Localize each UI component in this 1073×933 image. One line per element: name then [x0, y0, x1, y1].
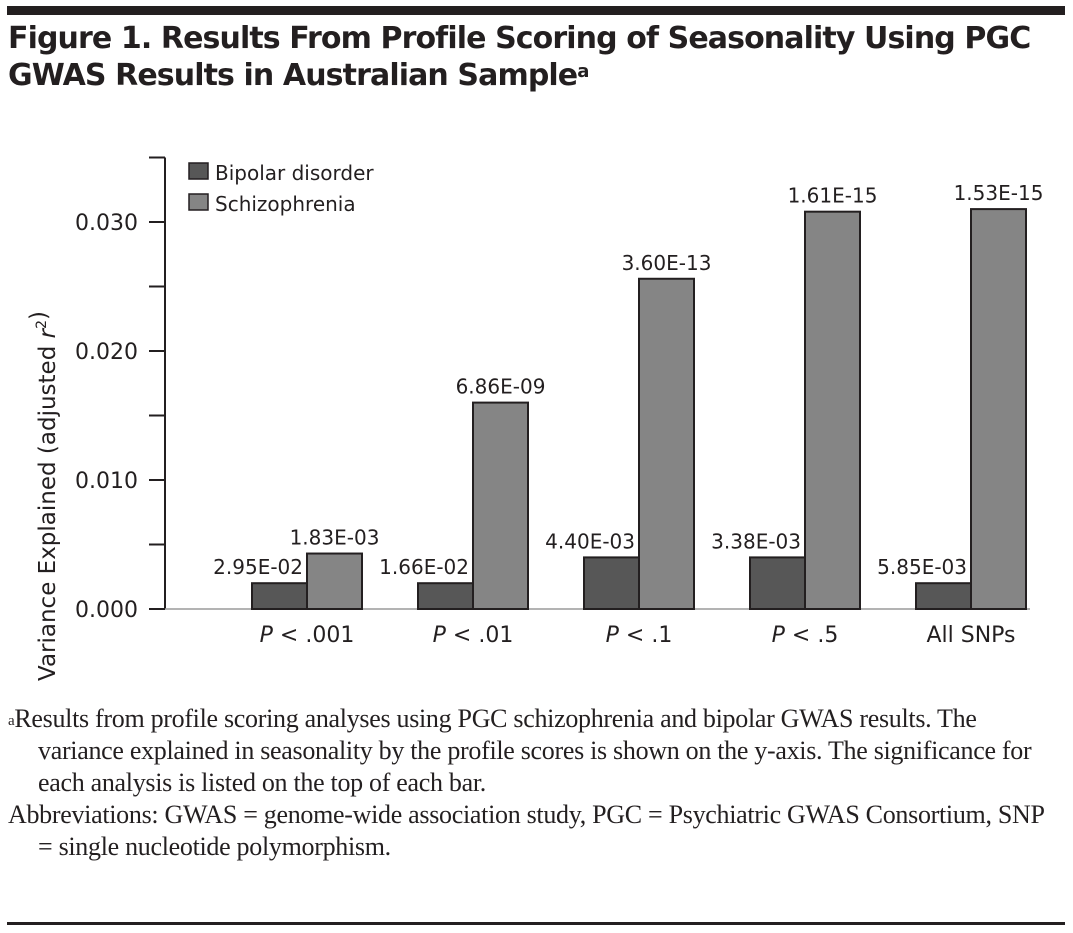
legend: Bipolar disorder Schizophrenia	[188, 161, 374, 216]
x-tick-label: P < .01	[433, 623, 514, 648]
y-axis-label: Variance Explained (adjusted r2)	[26, 311, 61, 681]
bar-schizophrenia	[970, 208, 1027, 610]
p-symbol: P	[606, 623, 620, 648]
bar-schizophrenia	[306, 552, 363, 610]
bar-labels: 2.95E-02 1.83E-03 1.66E-02 6.86E-09 4.40E-03…	[213, 181, 1043, 579]
legend-swatch-schizophrenia	[188, 193, 209, 211]
bottom-rule	[7, 922, 1065, 925]
footnote-marker: a	[8, 713, 15, 729]
y-label-close: )	[26, 311, 52, 320]
figure-footnotes: aResults from profile scoring analyses u…	[8, 703, 1058, 863]
bar-chart: 0.000 0.010 0.020 0.030 2.95E-02 1.83E-03 1.6…	[26, 156, 1043, 681]
y-tick-label: 0.000	[75, 598, 138, 623]
y-tick-label: 0.010	[75, 469, 138, 494]
figure-title-line-2-text: GWAS Results in Australian Sample	[8, 58, 578, 93]
footnote-abbreviations: Abbreviations: GWAS = genome-wide associ…	[8, 800, 1044, 861]
bar-bipolar	[251, 582, 308, 611]
x-tick-label-text: < .1	[619, 623, 672, 648]
bar-value-label-bipolar: 3.38E-03	[711, 529, 801, 553]
bar-bipolar	[583, 556, 640, 610]
x-tick-label: P < .5	[772, 623, 839, 648]
x-tick-labels: P < .001 P < .01 P < .1 P < .5 All SNPs	[260, 623, 1016, 648]
bars	[251, 208, 1027, 611]
p-symbol: P	[772, 623, 786, 648]
x-tick-label: P < .1	[606, 623, 673, 648]
x-tick-label: All SNPs	[926, 623, 1015, 648]
bar-value-label-bipolar: 1.66E-02	[379, 555, 469, 579]
x-tick-label-text: < .001	[273, 623, 354, 648]
p-symbol: P	[433, 623, 447, 648]
bar-schizophrenia	[638, 277, 695, 610]
figure-title-line-2: GWAS Results in Australian Samplea	[8, 57, 1068, 94]
bar-schizophrenia	[472, 401, 529, 610]
x-tick-label-text: < .01	[446, 623, 513, 648]
bar-bipolar	[417, 582, 474, 611]
legend-swatch-bipolar	[188, 162, 209, 180]
y-tick-label: 0.030	[75, 211, 138, 236]
x-tick-label-text: All SNPs	[926, 623, 1015, 648]
bar-schizophrenia	[804, 210, 861, 611]
bar-value-label-bipolar: 2.95E-02	[213, 555, 303, 579]
y-label-exponent: 2	[34, 320, 50, 329]
bar-value-label-schizophrenia: 6.86E-09	[456, 375, 546, 399]
bar-value-label-bipolar: 4.40E-03	[545, 529, 635, 553]
bar-value-label-bipolar: 5.85E-03	[877, 555, 967, 579]
y-label-text: Variance Explained (adjusted	[35, 338, 61, 681]
y-tick-label: 0.020	[75, 340, 138, 365]
title-footnote-marker: a	[577, 61, 589, 82]
bar-value-label-schizophrenia: 1.53E-15	[954, 181, 1044, 205]
legend-label-schizophrenia: Schizophrenia	[215, 192, 356, 216]
y-label-variable: r	[35, 327, 61, 338]
bar-value-label-schizophrenia: 1.61E-15	[788, 184, 878, 208]
bar-bipolar	[749, 556, 806, 610]
p-symbol: P	[260, 623, 274, 648]
figure-title-line-1: Figure 1. Results From Profile Scoring o…	[8, 21, 1031, 56]
legend-label-bipolar: Bipolar disorder	[215, 161, 374, 185]
bar-value-label-schizophrenia: 1.83E-03	[290, 526, 380, 550]
figure-title: Figure 1. Results From Profile Scoring o…	[8, 20, 1068, 94]
top-rule	[7, 6, 1065, 15]
bar-value-label-schizophrenia: 3.60E-13	[622, 251, 712, 275]
bar-bipolar	[915, 582, 972, 611]
footnote-a-text: Results from profile scoring analyses us…	[14, 704, 1032, 797]
x-tick-label-text: < .5	[785, 623, 838, 648]
footnote-a: aResults from profile scoring analyses u…	[8, 703, 1058, 799]
x-tick-label: P < .001	[260, 623, 355, 648]
